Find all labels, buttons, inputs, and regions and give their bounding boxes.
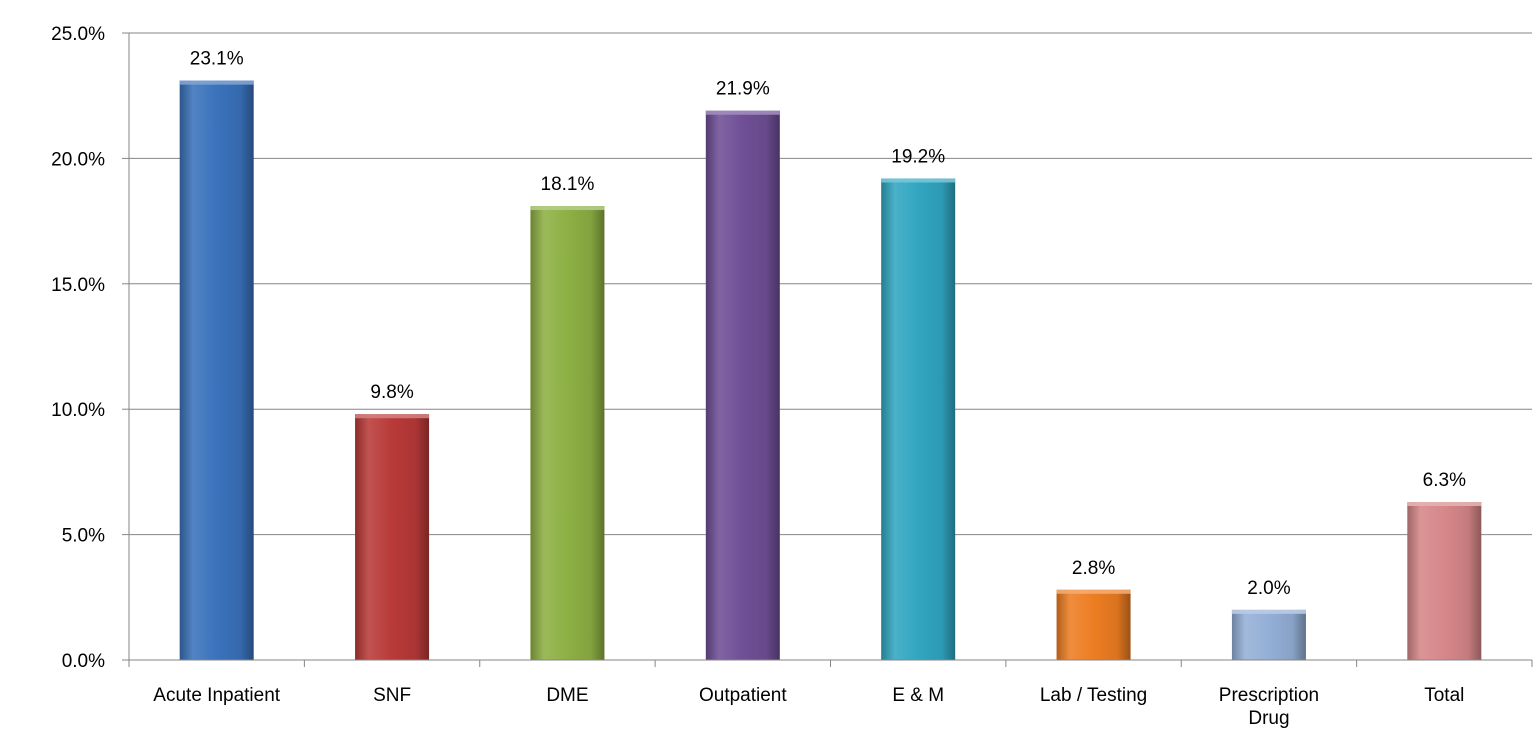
bar-top-highlight (530, 206, 605, 211)
x-tick-label: E & M (892, 685, 944, 706)
y-tick-label: 10.0% (51, 400, 105, 421)
y-tick-label: 0.0% (62, 651, 105, 672)
data-label: 2.8% (1072, 558, 1115, 579)
axes (122, 32, 1533, 667)
data-label: 21.9% (716, 79, 770, 100)
data-label: 23.1% (190, 49, 244, 70)
bar-acute-inpatient (179, 80, 254, 661)
x-tick-label: SNF (373, 685, 411, 706)
x-tick-label: Lab / Testing (1040, 685, 1147, 706)
x-tick-label: Outpatient (699, 685, 787, 706)
data-label: 6.3% (1423, 470, 1466, 491)
bar-top-highlight (355, 414, 430, 419)
x-tick-label: DME (546, 685, 588, 706)
bar-top-highlight (705, 110, 780, 115)
bar-total (1407, 501, 1482, 660)
bar-e-m (881, 178, 956, 661)
labels: 0.0% 5.0% 10.0% 15.0% 20.0% 25.0% 23.1% Acute I… (51, 24, 1466, 729)
bar-top-highlight (1407, 501, 1482, 506)
bar-lab-testing (1056, 589, 1131, 660)
bar-top-highlight (881, 178, 956, 183)
gridlines (129, 32, 1532, 536)
bars (179, 80, 1482, 661)
y-tick-label: 25.0% (51, 24, 105, 45)
bar-top-highlight (1231, 609, 1306, 614)
bar-dme (530, 206, 605, 660)
y-tick-label: 20.0% (51, 149, 105, 170)
y-tick-label: 5.0% (62, 526, 105, 547)
bar-prescription-drug (1231, 609, 1306, 660)
bar-outpatient (705, 110, 780, 661)
y-tick-label: 15.0% (51, 275, 105, 296)
data-label: 18.1% (541, 174, 595, 195)
bar-top-highlight (1056, 589, 1131, 594)
data-label: 2.0% (1247, 578, 1290, 599)
x-tick-label: Total (1424, 685, 1464, 706)
x-tick-label: Acute Inpatient (153, 685, 280, 706)
bar-top-highlight (179, 80, 254, 85)
data-label: 9.8% (370, 382, 413, 403)
bar-snf (355, 414, 430, 660)
data-label: 19.2% (891, 146, 945, 167)
x-tick-label: Prescription Drug (1219, 685, 1319, 729)
